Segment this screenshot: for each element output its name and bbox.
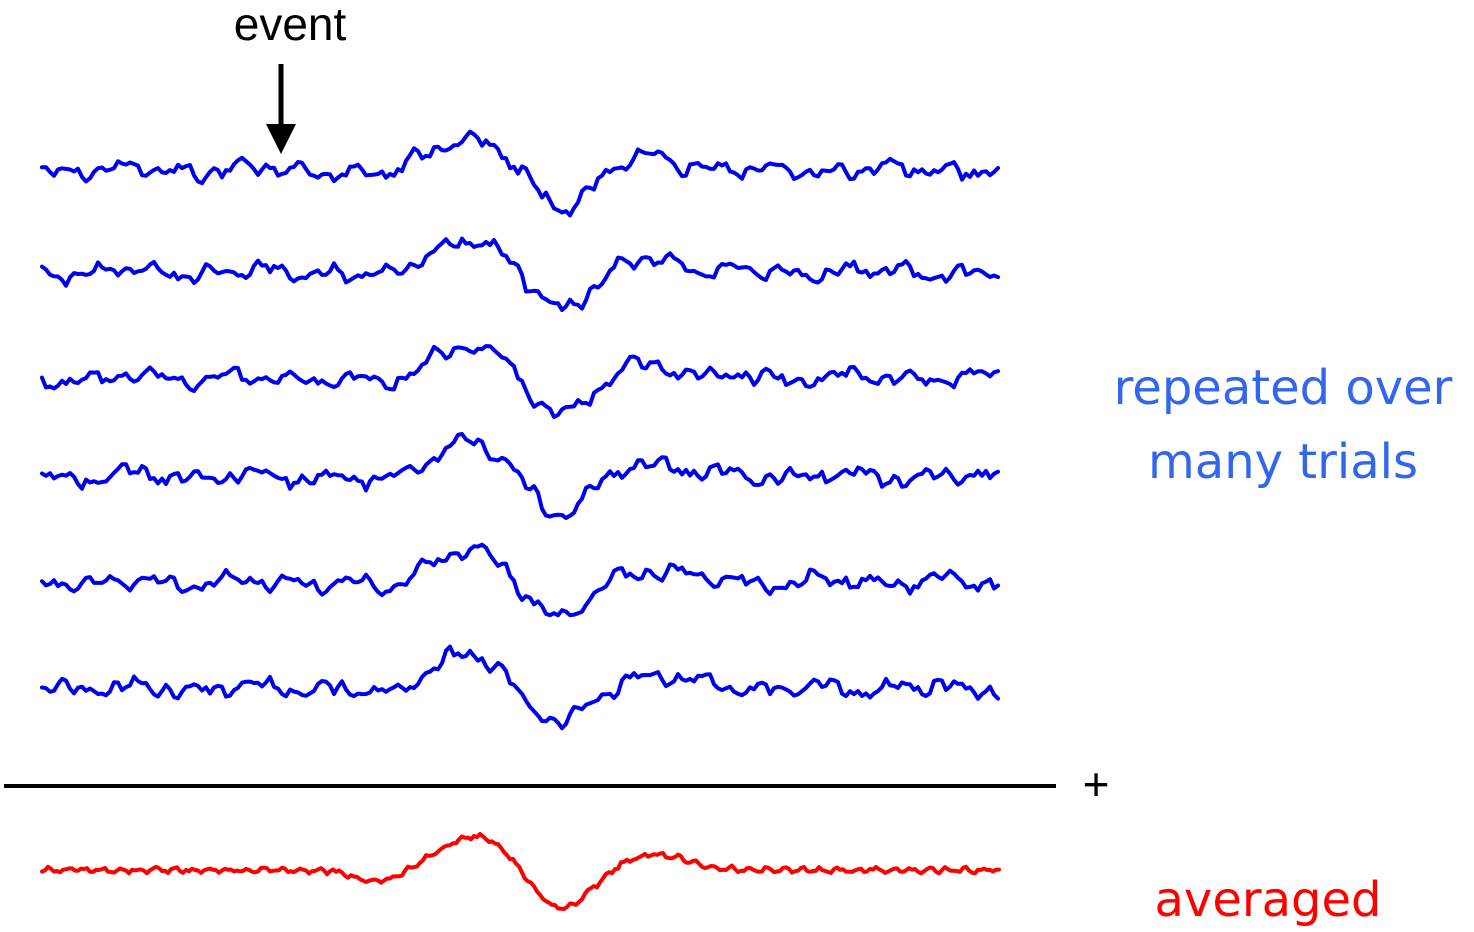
trial-traces — [40, 129, 1000, 731]
averaged-label: averaged — [1155, 872, 1382, 928]
trial-trace-2 — [40, 236, 1000, 312]
trial-trace-4 — [40, 432, 1000, 520]
trial-trace-5 — [40, 542, 1000, 618]
plus-sign: + — [1083, 758, 1110, 810]
repeated-label-line2: many trials — [1148, 434, 1418, 490]
event-arrow — [266, 64, 296, 154]
averaged-trace — [40, 832, 1001, 911]
repeated-label-line1: repeated over — [1114, 360, 1453, 416]
trial-trace-6 — [40, 644, 1000, 731]
event-label: event — [234, 0, 347, 50]
trial-trace-1 — [40, 129, 1000, 218]
trial-trace-3 — [40, 344, 1000, 419]
